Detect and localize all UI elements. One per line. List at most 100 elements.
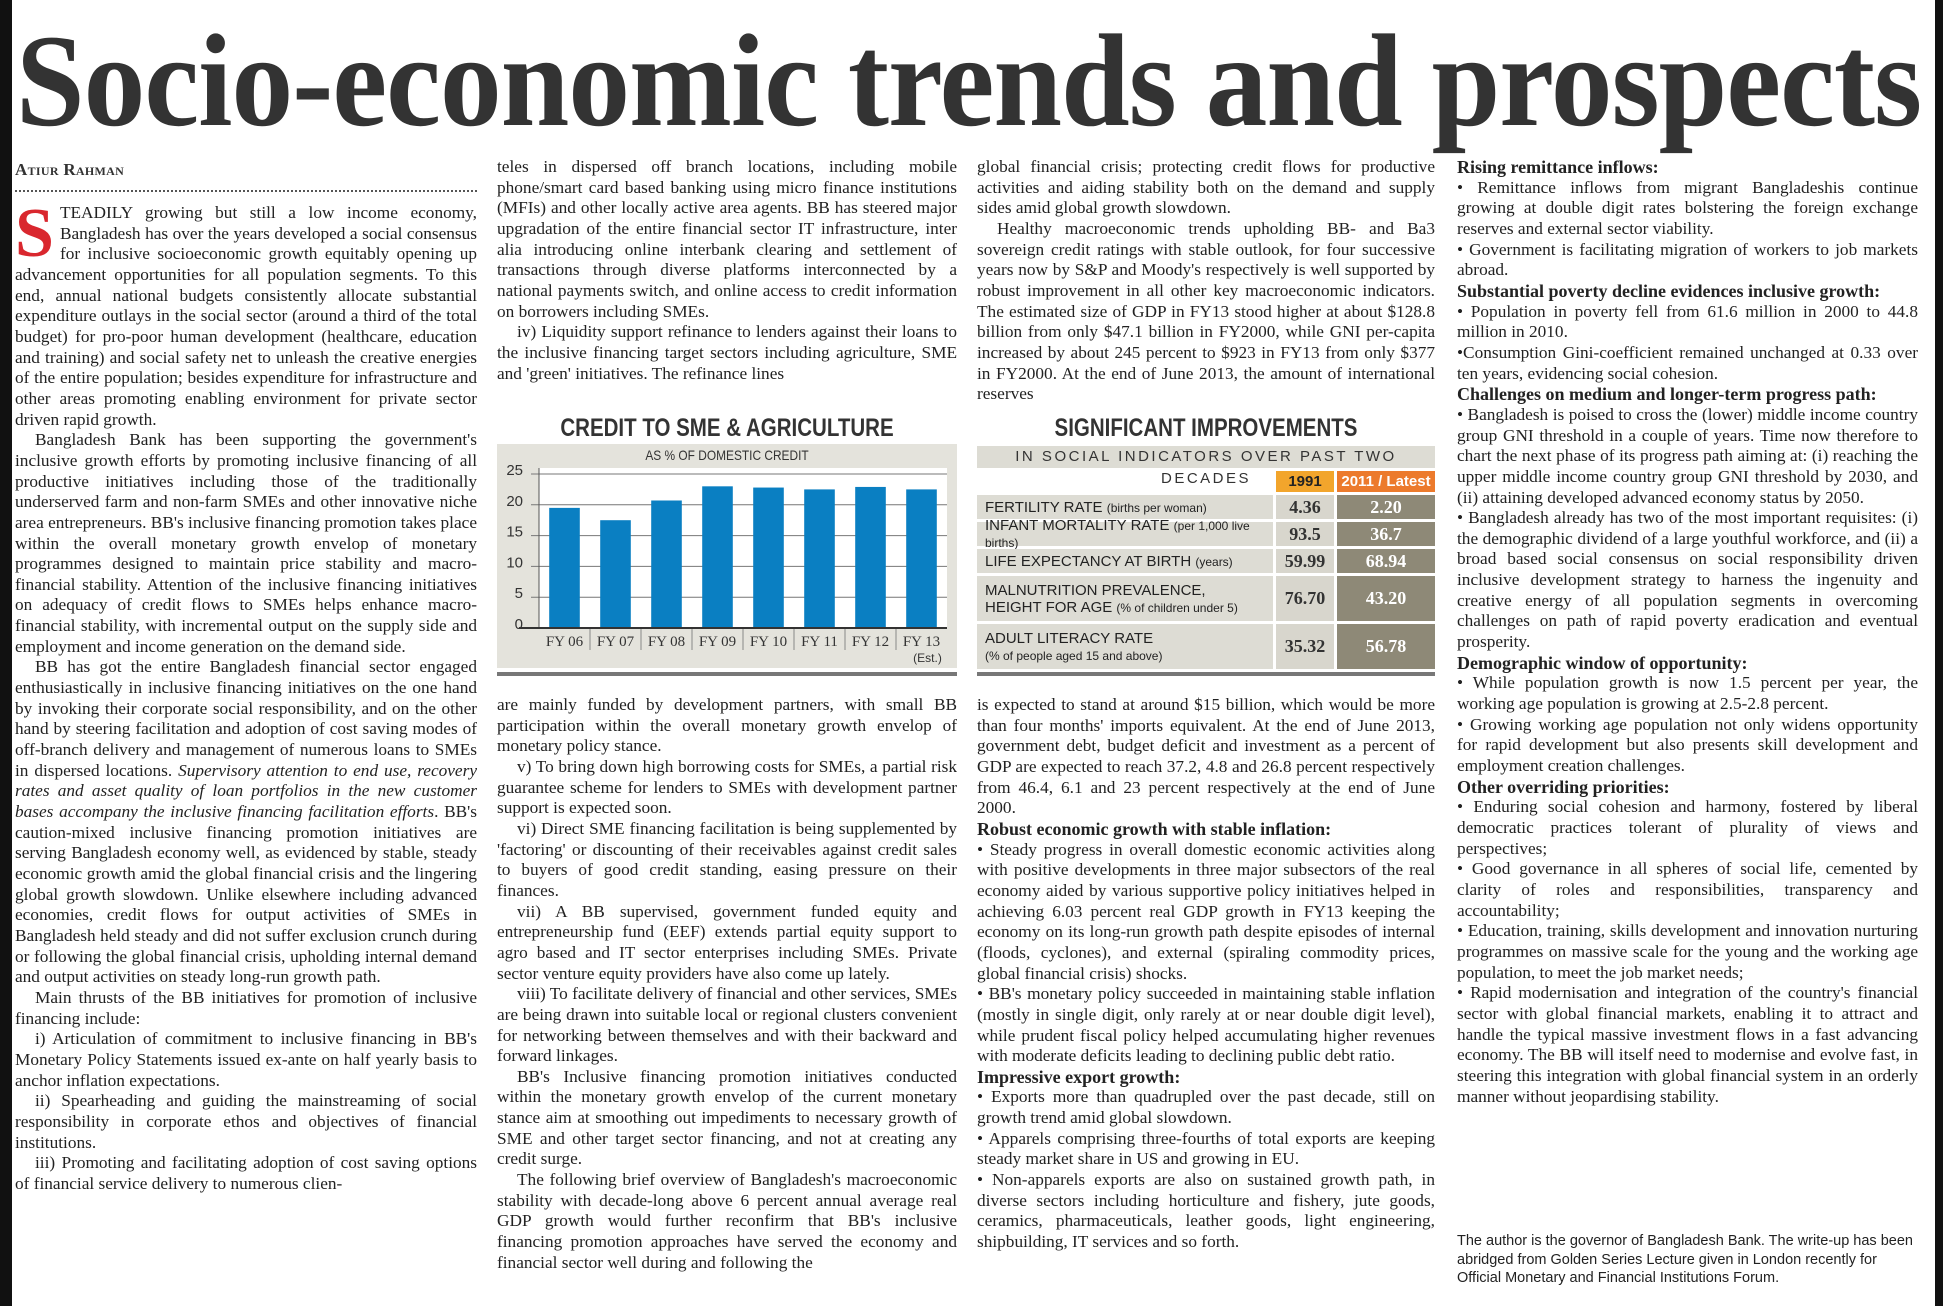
drop-cap: S (15, 203, 54, 272)
x-tick-label: FY 11 (801, 634, 838, 650)
paragraph-text: Substantial poverty decline evidences in… (1457, 280, 1881, 301)
scan-edge-right (1935, 0, 1943, 1306)
paragraph-text: are mainly funded by development partner… (497, 695, 957, 756)
indicator-label: INFANT MORTALITY RATE (per 1,000 live bi… (977, 517, 1273, 550)
paragraph-text: • Education, training, skills developmen… (1457, 921, 1918, 982)
indicator-unit: (% of people aged 15 and above) (985, 648, 1163, 663)
paragraph-text: is expected to stand at around $15 billi… (977, 695, 1435, 818)
bullet-item: • Government is facilitating migration o… (1457, 240, 1918, 281)
bar-fy08 (651, 500, 682, 628)
y-tick-label: 10 (506, 554, 523, 571)
bullet-item: • Enduring social cohesion and harmony, … (1457, 797, 1918, 859)
indicator-unit: (births per woman) (1106, 500, 1207, 515)
paragraph-text: • Exports more than quadrupled over the … (977, 1087, 1435, 1128)
paragraph-text: Main thrusts of the BB initiatives for p… (15, 987, 477, 1028)
value-latest: 68.94 (1337, 549, 1435, 573)
chart-plot: 0 5 10 15 20 25 FY 06 FY 07 FY 08 FY 09 FY 10 FY 11… (506, 462, 947, 665)
indicator-label: ADULT LITERACY RATE (% of people aged 15 … (977, 624, 1273, 669)
paragraph-text: Other overriding priorities: (1457, 776, 1670, 797)
paragraph-text: i) Articulation of commitment to inclusi… (15, 1029, 477, 1090)
indicator-name: LIFE EXPECTANCY AT BIRTH (985, 552, 1192, 570)
paragraph-text: • Bangladesh already has two of the most… (1457, 508, 1918, 652)
section-heading: Challenges on medium and longer-term pro… (1457, 384, 1918, 405)
bullet-item: • Steady progress in overall domestic ec… (977, 840, 1435, 985)
paragraph-text: global financial crisis; protecting cred… (977, 157, 1435, 218)
x-tick-label: FY 09 (699, 634, 736, 650)
paragraph: BB has got the entire Bangladesh financi… (15, 657, 477, 988)
chart-bottom-rule (497, 672, 957, 676)
header-1991: 1991 (1276, 471, 1334, 492)
bullet-item: • BB's monetary policy succeeded in main… (977, 984, 1435, 1067)
text-segment: . BB's caution-mixed inclusive financing… (15, 802, 477, 987)
bullet-item: •Consumption Gini-coefficient remained u… (1457, 343, 1918, 384)
paragraph-text: vi) Direct SME financing facilitation is… (497, 818, 957, 900)
x-tick-label: FY 12 (852, 634, 889, 650)
indicator-name: FERTILITY RATE (985, 498, 1103, 516)
bar-fy13 (906, 489, 937, 628)
bullet-item: • While population growth is now 1.5 per… (1457, 673, 1918, 714)
value-1991: 4.36 (1276, 495, 1334, 519)
paragraph-text: v) To bring down high borrowing costs fo… (497, 756, 957, 818)
paragraph: iii) Promoting and facilitating adoption… (15, 1153, 477, 1194)
indicator-unit: (years) (1195, 554, 1233, 569)
byline-divider (15, 190, 477, 192)
indicator-name-2: HEIGHT FOR AGE (985, 598, 1113, 616)
paragraph-text: • Growing working age population not onl… (1457, 714, 1918, 776)
x-tick-note: (Est.) (913, 651, 942, 665)
paragraph-text: Rising remittance inflows: (1457, 157, 1659, 177)
article-column-3-bottom: is expected to stand at around $15 billi… (977, 695, 1435, 1295)
author-byline: Atiur Rahman (15, 160, 125, 179)
value-latest: 2.20 (1337, 495, 1435, 519)
section-heading: Substantial poverty decline evidences in… (1457, 281, 1918, 302)
paragraph-text: The following brief overview of Banglade… (497, 1170, 957, 1272)
table-row: ADULT LITERACY RATE (% of people aged 15 … (977, 624, 1435, 669)
article-headline: Socio-economic trends and prospects (16, 7, 1922, 154)
paragraph-text: Bangladesh Bank has been supporting the … (15, 430, 477, 656)
paragraph-text: Demographic window of opportunity: (1457, 652, 1748, 673)
bar-fy07 (600, 520, 631, 628)
chart-subtitle: AS % OF DOMESTIC CREDIT (645, 447, 809, 463)
paragraph-text: Challenges on medium and longer-term pro… (1457, 384, 1877, 405)
paragraph-continued: teles in dispersed off branch locations,… (497, 157, 957, 322)
indicator-name: ADULT LITERACY RATE (985, 629, 1154, 647)
bullet-item: • Apparels comprising three-fourths of t… (977, 1129, 1435, 1170)
paragraph: BB's Inclusive financing promotion initi… (497, 1067, 957, 1170)
chart-title: CREDIT TO SME & AGRICULTURE (560, 414, 894, 442)
paragraph-continued: is expected to stand at around $15 billi… (977, 695, 1435, 819)
table-header-row: 1991 2011 / Latest (977, 471, 1435, 492)
text-segment: BB has got the entire Bangladesh financi… (15, 657, 477, 780)
paragraph-text: • Rapid modernisation and integration of… (1457, 983, 1918, 1106)
y-tick-label: 5 (515, 585, 523, 602)
paragraph-text: • Remittance inflows from migrant Bangla… (1457, 177, 1918, 238)
table-body: FERTILITY RATE (births per woman) 4.36 2.2… (977, 495, 1435, 669)
paragraph: viii) To facilitate delivery of financia… (497, 984, 957, 1067)
scan-edge-left (0, 0, 12, 1306)
table-title: SIGNIFICANT IMPROVEMENTS (1054, 414, 1358, 442)
indicator-label: FERTILITY RATE (births per woman) (977, 495, 1273, 519)
table-bottom-rule (977, 672, 1435, 676)
table-row: FERTILITY RATE (births per woman) 4.36 2.2… (977, 495, 1435, 519)
paragraph: vi) Direct SME financing facilitation is… (497, 819, 957, 902)
bullet-item: • Non-apparels exports are also on susta… (977, 1170, 1435, 1253)
paragraph-text: viii) To facilitate delivery of financia… (497, 984, 957, 1066)
bullet-item: • Education, training, skills developmen… (1457, 921, 1918, 983)
x-tick-label: FY 13 (903, 634, 940, 650)
x-tick-label: FY 08 (648, 634, 685, 650)
paragraph-text: TEADILY growing but still a low income e… (15, 203, 477, 429)
bullet-item: • Bangladesh already has two of the most… (1457, 508, 1918, 653)
paragraph-text: • Non-apparels exports are also on susta… (977, 1170, 1435, 1252)
table-subtitle: IN SOCIAL INDICATORS OVER PAST TWO DECAD… (977, 446, 1435, 487)
value-1991: 59.99 (1276, 549, 1334, 573)
value-1991: 93.5 (1276, 522, 1334, 546)
paragraph-text: • Population in poverty fell from 61.6 m… (1457, 301, 1918, 342)
paragraph-text: iii) Promoting and facilitating adoption… (15, 1153, 477, 1193)
paragraph-text: • Apparels comprising three-fourths of t… (977, 1128, 1435, 1169)
paragraph-text: •Consumption Gini-coefficient remained u… (1457, 342, 1918, 383)
indicator-name: MALNUTRITION PREVALENCE, (985, 581, 1206, 599)
bar-fy12 (855, 486, 886, 628)
value-latest: 36.7 (1337, 522, 1435, 546)
bullet-item: • Growing working age population not onl… (1457, 715, 1918, 777)
paragraph-text: teles in dispersed off branch locations,… (497, 157, 957, 321)
paragraph: vii) A BB supervised, government funded … (497, 902, 957, 985)
bar-fy09 (702, 486, 733, 628)
